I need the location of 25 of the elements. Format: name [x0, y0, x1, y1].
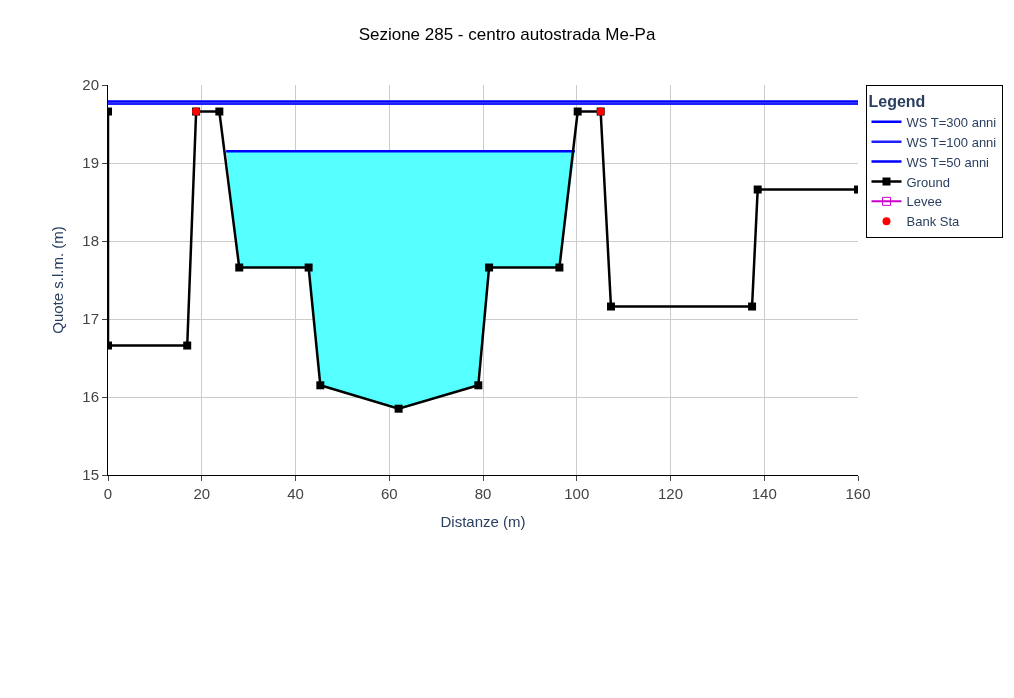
legend-label: Ground — [906, 174, 950, 190]
x-tick-label: 100 — [564, 485, 590, 502]
y-tick-label: 17 — [82, 310, 99, 328]
y-tick-label: 20 — [82, 76, 99, 94]
x-axis-title: Distanze (m) — [440, 513, 526, 530]
legend-label: WS T=100 anni — [906, 134, 997, 150]
x-tick-label: 60 — [380, 485, 398, 502]
x-tick-label: 160 — [845, 485, 871, 502]
legend-label: Levee — [906, 194, 942, 210]
legend-label: WS T=50 anni — [906, 154, 990, 170]
y-tick-label: 19 — [82, 154, 99, 172]
legend-label: Bank Sta — [906, 214, 961, 230]
chart-title: Sezione 285 - centro autostrada Me-Pa — [358, 24, 656, 44]
y-tick-label: 18 — [82, 232, 99, 250]
x-tick-label: 120 — [657, 485, 684, 502]
y-tick-label: 16 — [82, 388, 99, 406]
x-tick-label: 20 — [193, 485, 211, 502]
x-tick-label: 140 — [751, 485, 777, 502]
x-tick-label: 0 — [103, 485, 113, 502]
y-axis-title: Quote s.l.m. (m) — [48, 226, 66, 334]
legend-title: Legend — [868, 92, 926, 110]
legend-label: WS T=300 anni — [906, 114, 997, 130]
x-tick-label: 40 — [287, 485, 304, 502]
x-tick-label: 80 — [474, 485, 492, 502]
y-tick-label: 15 — [82, 466, 99, 484]
